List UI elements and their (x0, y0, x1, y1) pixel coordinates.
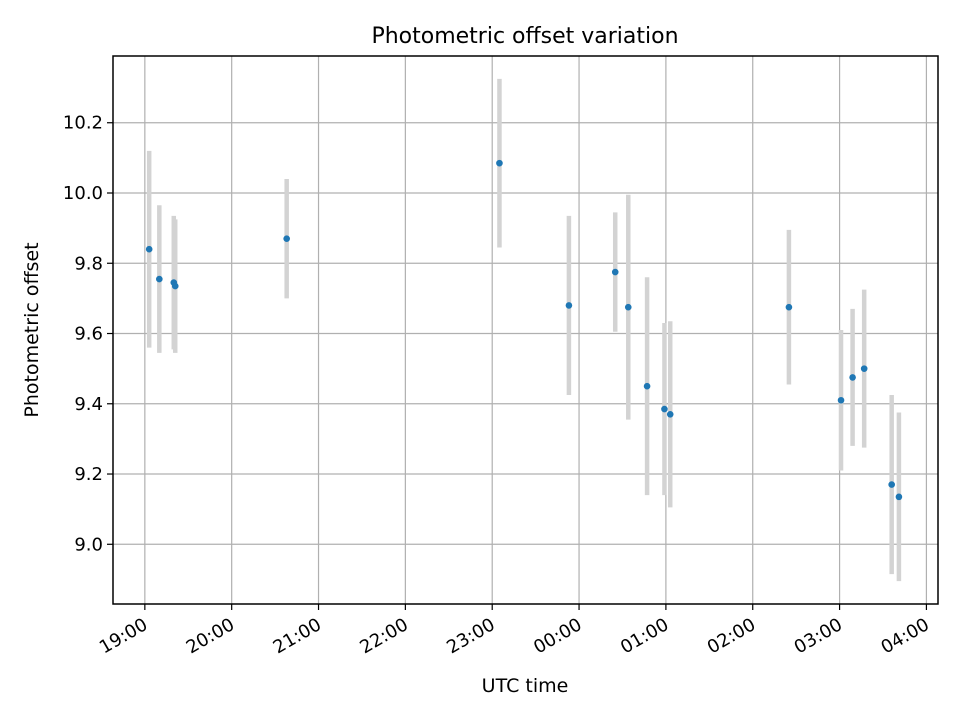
y-tick-label: 10.2 (63, 113, 103, 134)
data-point (785, 303, 793, 311)
data-point (611, 268, 619, 276)
data-point (171, 282, 179, 290)
data-point (643, 382, 651, 390)
data-point (283, 235, 290, 242)
data-point (145, 245, 153, 253)
data-point (624, 303, 632, 311)
y-tick-label: 9.0 (74, 534, 103, 555)
data-point (895, 493, 903, 501)
data-point (860, 365, 868, 372)
data-point (661, 405, 668, 413)
data-points (145, 159, 903, 501)
data-point (837, 396, 845, 404)
y-tick-label: 9.4 (74, 394, 103, 415)
x-axis-label: UTC time (482, 675, 569, 697)
plot-frame (112, 55, 939, 605)
grid (113, 56, 938, 604)
data-point (849, 374, 856, 381)
y-tick-label: 9.8 (74, 253, 103, 274)
y-tick-label: 10.0 (63, 183, 103, 204)
data-point (888, 481, 895, 488)
y-axis-label: Photometric offset (21, 242, 43, 417)
data-point (565, 302, 573, 309)
data-point (666, 411, 674, 418)
data-point (496, 159, 503, 167)
chart-title: Photometric offset variation (371, 24, 678, 49)
data-point (156, 275, 163, 283)
y-tick-label: 9.6 (74, 324, 103, 345)
y-tick-label: 9.2 (74, 464, 103, 485)
